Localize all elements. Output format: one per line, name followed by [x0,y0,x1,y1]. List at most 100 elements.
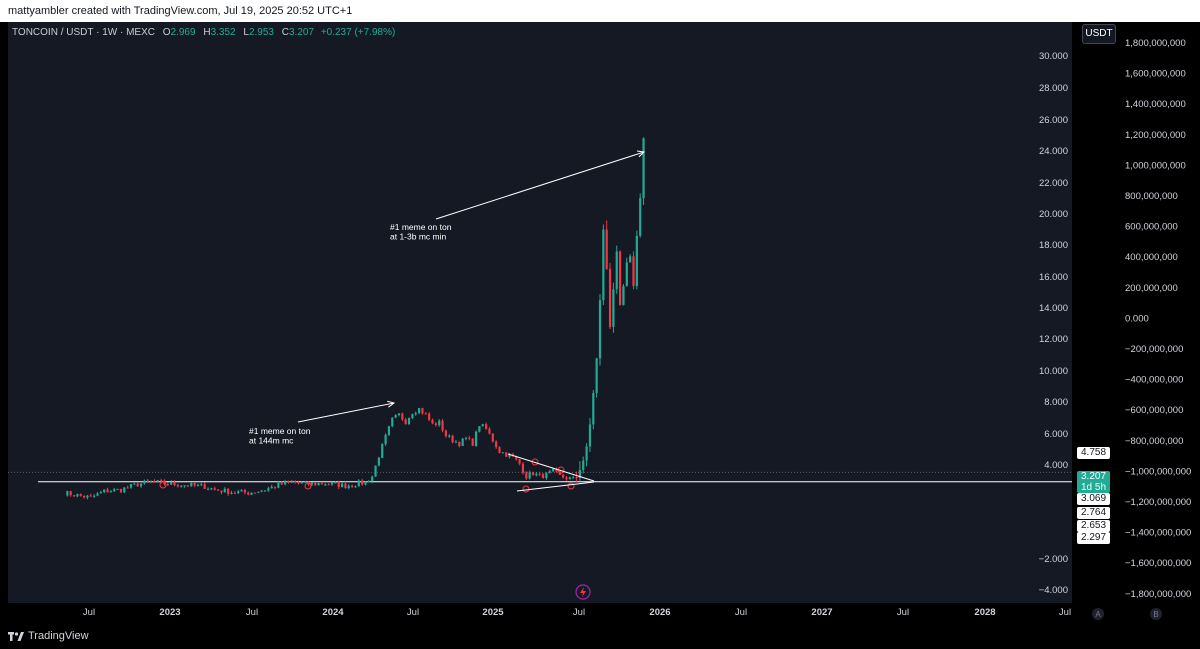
y2-tick-label: 400,000,000 [1125,252,1178,263]
candle-body [535,473,538,476]
candle-body [213,488,216,490]
candle-body [485,424,488,429]
candle-body [83,495,86,498]
candle-body [478,426,481,432]
candle-body [290,481,293,483]
lightning-icon [575,584,591,600]
tradingview-brand: TradingView [28,630,89,642]
candle-body [190,483,193,487]
candle-body [474,431,478,446]
candle-body [297,482,300,484]
candle-body [357,480,360,487]
candle-body [404,419,407,424]
candle-body [257,491,260,493]
symbol-name: TONCOIN / USDT · 1W · MEXC [12,27,155,38]
candle-body [495,441,498,448]
candle-body [541,474,545,479]
tradingview-logo[interactable]: TradingView [8,630,89,642]
candle-body [491,433,494,442]
candle-body [421,408,424,414]
y-tick-label: 30.000 [1039,51,1068,62]
candle-body [401,413,404,420]
triangle-lower-line [516,481,595,492]
close-value: 3.207 [289,27,315,38]
price-badge: 2.653 [1077,520,1110,532]
y-tick-label: 20.000 [1039,209,1068,220]
candle-body [176,485,179,487]
x-tick-label: 2025 [482,607,504,618]
currency-scale-button[interactable]: USDT [1082,24,1116,44]
candle-body [280,482,283,485]
candle-body [186,485,190,487]
candle-body [568,477,571,480]
y-tick-label: 18.000 [1039,240,1068,251]
lightning-icon-bolt [580,587,586,597]
candle-body [263,490,267,492]
x-tick-label: Jul [407,607,419,618]
x-tick-label: Jul [246,607,258,618]
y-tick-label: 8.000 [1044,397,1068,408]
y-tick-label: −4.000 [1039,585,1068,596]
y2-tick-label: −1,000,000,000 [1125,466,1191,477]
candle-body [424,413,427,415]
candle-body [89,495,92,497]
candle-body [253,492,257,494]
candle-body [414,413,417,415]
candle-body [394,415,397,418]
candle-body [200,484,203,486]
candle-body [247,492,250,495]
candle-body [602,229,605,301]
pivot-marker [304,482,312,490]
candle-body [598,300,602,359]
close-label: C [281,27,289,38]
low-value: 2.953 [248,27,274,38]
candle-body [304,481,307,483]
candle-body [237,491,240,494]
candle-body [632,256,635,287]
candle-body [156,480,159,482]
bottom-bar [0,625,1200,649]
candle-body [555,468,558,472]
candle-body [575,477,578,479]
candle-body [294,481,297,483]
candle-body [354,486,357,488]
candle-body [160,480,163,482]
candle-body [531,472,535,476]
axis-corner-label: B [1153,610,1158,619]
candle-body [79,494,82,496]
candle-body [109,491,112,493]
annotation-arrow-2 [435,151,645,220]
candle-body [361,480,364,485]
high-label: H [203,27,211,38]
x-tick-label: Jul [83,607,95,618]
candle-body [210,488,213,490]
candle-body [119,488,123,493]
y-tick-label: 4.000 [1044,460,1068,471]
y-tick-label: 22.000 [1039,178,1068,189]
candle-body [129,484,133,488]
plot-area[interactable] [8,22,1072,603]
candle-body [387,426,391,435]
price-badge-value: 3.207 [1080,471,1107,482]
candle-body [180,485,183,487]
x-tick-label: 2026 [649,607,670,618]
candle-body [206,488,210,490]
y2-tick-label: 1,600,000,000 [1125,69,1186,80]
candle-body [595,358,598,393]
candle-body [367,481,370,483]
candle-body [143,480,146,484]
triangle-upper-line [507,453,595,482]
candle-body [538,473,541,475]
candle-body [217,489,220,491]
candle-body [133,483,136,485]
candle-body [471,438,474,446]
open-value: 2.969 [170,27,196,38]
x-tick-label: Jul [573,607,585,618]
candle-body [619,251,622,305]
candle-body [327,484,330,486]
candle-body [76,494,79,497]
y2-tick-label: −1,800,000,000 [1125,589,1191,600]
y-tick-label: −2.000 [1039,554,1068,565]
candle-body [525,472,528,479]
candle-body [96,493,99,496]
